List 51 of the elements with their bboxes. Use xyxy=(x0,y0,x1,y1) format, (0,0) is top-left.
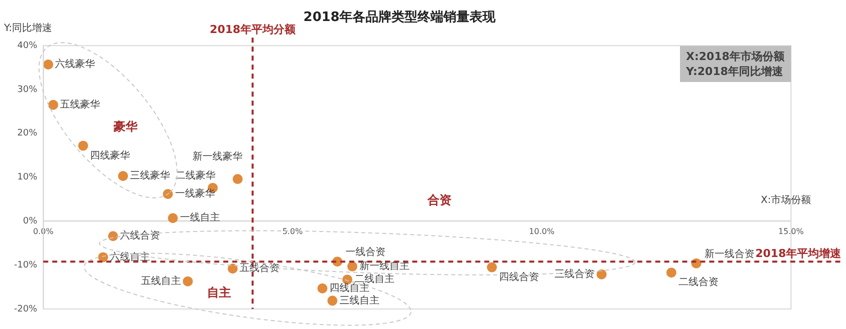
series-label: 新一线合资 xyxy=(704,248,754,260)
series-label: 新一线自主 xyxy=(359,260,410,272)
point xyxy=(43,59,54,70)
y-tick-label: 20% xyxy=(17,128,38,139)
series-label: 四线豪华 xyxy=(90,149,130,162)
point xyxy=(596,269,607,280)
point xyxy=(486,262,497,272)
point xyxy=(168,213,178,224)
series-label: 三线自主 xyxy=(339,294,380,306)
annotation: 豪华 xyxy=(112,119,139,134)
y-tick-label: -10% xyxy=(14,260,38,270)
series-label: 六线豪华 xyxy=(55,58,96,70)
series-label: 六线合资 xyxy=(120,230,160,242)
y-tick-label: 40% xyxy=(17,40,38,51)
ref-line-label: 2018年平均增速 xyxy=(755,246,842,260)
x-axis-title: X:市场份额 xyxy=(760,194,811,206)
chart-title: 2018年各品牌类型终端销量表现 xyxy=(303,9,497,26)
series-label: 五线合资 xyxy=(240,262,280,274)
point xyxy=(78,140,88,151)
x-tick-label: 0.0% xyxy=(33,227,54,236)
point xyxy=(347,261,358,272)
y-tick-label: 30% xyxy=(17,84,38,95)
point xyxy=(182,276,193,286)
series-label: 一线合资 xyxy=(345,246,386,258)
y-tick-label: -20% xyxy=(14,304,38,314)
ref-line-label: 2018年平均分额 xyxy=(210,22,296,36)
point xyxy=(118,170,128,181)
y-axis-title: Y:同比增速 xyxy=(3,22,52,34)
point xyxy=(327,296,338,306)
annotation: 合资 xyxy=(426,193,452,208)
point xyxy=(317,283,328,294)
series-label: 新一线豪华 xyxy=(192,150,243,163)
point xyxy=(232,174,243,184)
point xyxy=(162,188,173,199)
series-label: 一线豪华 xyxy=(174,188,215,200)
series-label: 五线豪华 xyxy=(60,98,100,110)
y-tick-label: 0% xyxy=(22,216,38,227)
note-box: X:2018年市场份额 Y:2018年同比增速 xyxy=(680,46,790,82)
series-label: 四线合资 xyxy=(498,270,539,283)
x-tick-label: 10.0% xyxy=(529,227,555,236)
annotation: 自主 xyxy=(206,285,231,300)
series-label: 二线合资 xyxy=(678,276,718,288)
series-label: 三线豪华 xyxy=(130,170,170,182)
series-label: 一线自主 xyxy=(180,212,220,224)
x-tick-label: 15.0% xyxy=(778,227,804,236)
y-tick-label: 10% xyxy=(17,172,38,183)
point xyxy=(666,268,676,278)
series-label: 五线自主 xyxy=(140,274,181,287)
point xyxy=(108,231,118,242)
point xyxy=(48,100,58,110)
point xyxy=(228,264,238,274)
